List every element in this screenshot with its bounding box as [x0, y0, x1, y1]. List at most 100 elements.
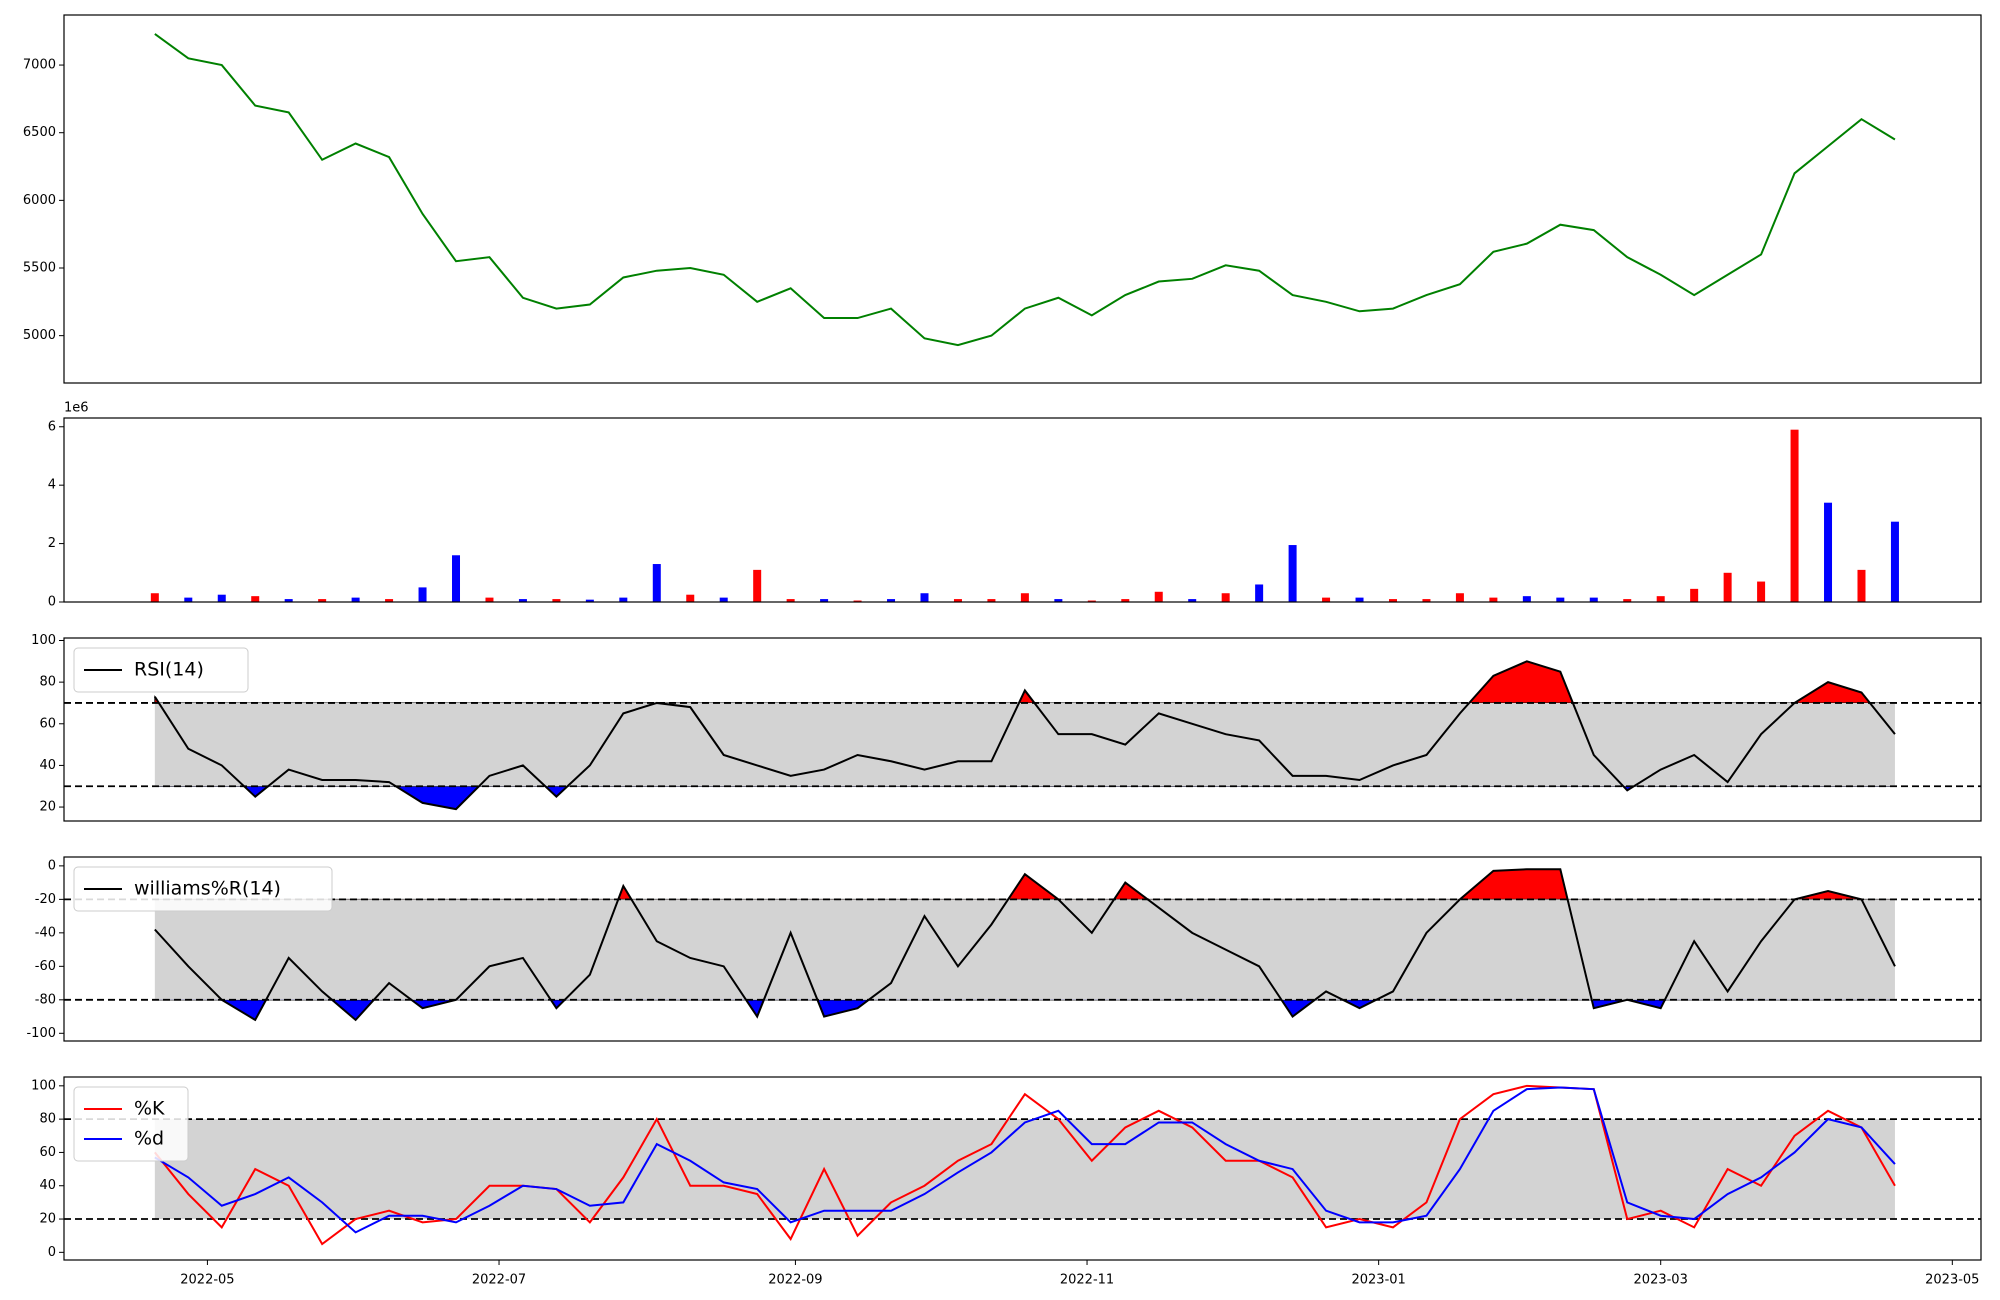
plot-area [150, 429, 1899, 602]
y-tick-label: 6000 [23, 193, 56, 208]
bar [351, 597, 360, 602]
plot-area [154, 33, 1896, 347]
bar [920, 593, 929, 602]
y-tick-label: -40 [35, 925, 56, 940]
y-tick-label: 100 [31, 1078, 56, 1093]
bar [753, 569, 762, 602]
x-tick-label: 2023-05 [1925, 1273, 1979, 1288]
band [154, 702, 1895, 787]
bar [953, 599, 962, 602]
bar [184, 597, 193, 602]
bar [1020, 593, 1029, 602]
bar [217, 594, 226, 602]
bar [1054, 599, 1063, 602]
x-tick-label: 2023-01 [1351, 1273, 1405, 1288]
frame [63, 1076, 1982, 1261]
bar [1690, 588, 1699, 602]
legend-label: %K [134, 1098, 165, 1120]
bar [1589, 597, 1598, 602]
bar [1255, 584, 1264, 602]
bar [1355, 597, 1364, 602]
y-tick-label: 80 [39, 1112, 56, 1127]
x-tick-label: 2022-05 [180, 1273, 234, 1288]
bar [418, 587, 427, 602]
y-tick-label: 6500 [23, 125, 56, 140]
y-tick-label: -80 [35, 992, 56, 1007]
above-fill [154, 660, 1896, 703]
plot-area [64, 1084, 1981, 1246]
y-tick-label: 80 [39, 675, 56, 690]
legend-label: RSI(14) [134, 659, 204, 681]
frame [63, 14, 1982, 384]
y-tick-label: -60 [35, 959, 56, 974]
y-tick-label: 5000 [23, 328, 56, 343]
bar [1824, 502, 1833, 602]
y-tick-label: 0 [48, 858, 56, 873]
bar [1288, 545, 1297, 602]
bar [1154, 591, 1163, 602]
line [154, 868, 1896, 1022]
bar [518, 599, 527, 602]
y-tick-label: 20 [39, 800, 56, 815]
frame [63, 637, 1982, 822]
bar [385, 599, 394, 602]
bar [652, 564, 661, 602]
bar [987, 599, 996, 602]
above-fill [154, 868, 1896, 900]
bar [1757, 581, 1766, 602]
bar [1522, 596, 1531, 602]
y-tick-label: 100 [31, 633, 56, 648]
x-tick-label: 2022-09 [768, 1273, 822, 1288]
bar [719, 597, 728, 602]
legend-label: williams%R(14) [134, 878, 281, 900]
bar [619, 597, 628, 602]
y-tick-label: 40 [39, 758, 56, 773]
bar [452, 555, 461, 602]
bar [150, 593, 159, 602]
bar [820, 599, 829, 602]
bar [485, 597, 494, 602]
bar [1221, 593, 1230, 602]
bar [1890, 521, 1899, 602]
bar [1790, 429, 1799, 602]
bar [1455, 593, 1464, 602]
y-tick-label: 5500 [23, 261, 56, 276]
bar [1322, 597, 1331, 602]
line [154, 33, 1896, 347]
bar [318, 599, 327, 602]
y-tick-label: -100 [26, 1026, 56, 1041]
y-tick-label: 20 [39, 1212, 56, 1227]
plot-area [64, 868, 1981, 1022]
y-tick-label: 0 [48, 595, 56, 610]
y-tick-label: -20 [35, 892, 56, 907]
frame [63, 856, 1982, 1042]
bar [887, 599, 896, 602]
bar [1556, 597, 1565, 602]
bar [1857, 569, 1866, 602]
legend-box [73, 1086, 189, 1162]
bar [585, 599, 594, 602]
bar [1656, 596, 1665, 602]
bar [251, 596, 260, 602]
bar [1489, 597, 1498, 602]
legend-label: %d [134, 1128, 164, 1150]
bar [1723, 572, 1732, 602]
legend-box [73, 866, 333, 912]
bar [552, 599, 561, 602]
line [153, 660, 1896, 811]
x-tick-label: 2022-11 [1060, 1273, 1114, 1288]
plot-area [64, 660, 1981, 811]
bar [686, 594, 695, 602]
bar [284, 599, 293, 602]
bar [1422, 599, 1431, 602]
y-tick-label: 4 [48, 478, 56, 493]
bar [1188, 599, 1197, 602]
y-tick-label: 60 [39, 716, 56, 731]
y-tick-label: 0 [48, 1245, 56, 1260]
bar [853, 600, 862, 602]
y-tick-label: 60 [39, 1145, 56, 1160]
y-tick-label: 40 [39, 1178, 56, 1193]
bar [1388, 599, 1397, 602]
band [154, 899, 1895, 1000]
